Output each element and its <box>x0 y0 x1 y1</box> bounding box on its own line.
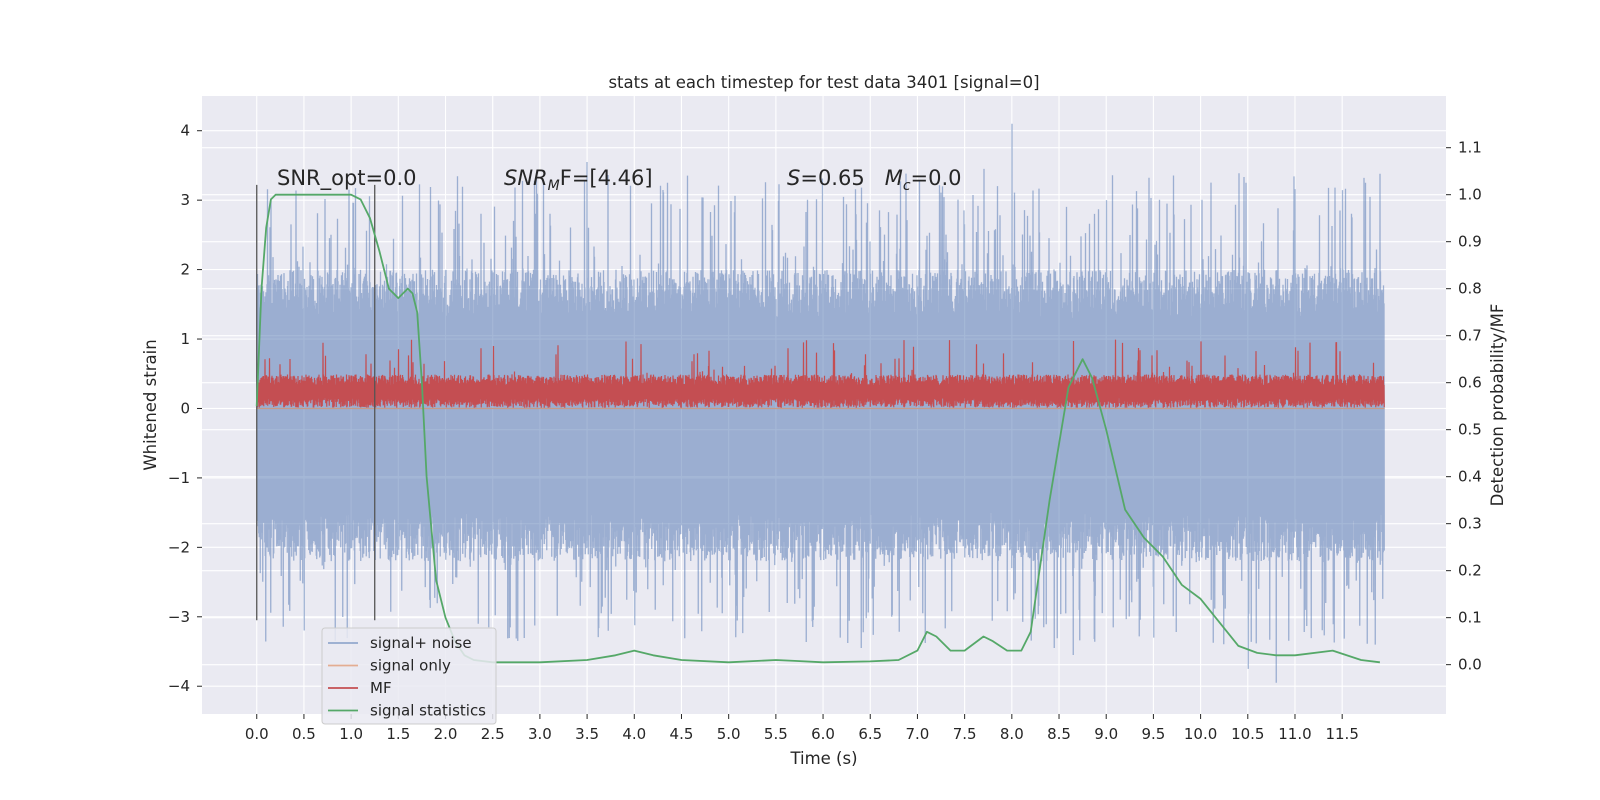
mc-sub: c <box>903 178 911 194</box>
series-line-signal-statistics <box>255 193 1381 664</box>
y-axis-ticks: 4 3 2 1 0 −1 −2 −3 −4 <box>168 122 202 695</box>
x-tick-label: 9.5 <box>1141 725 1165 743</box>
y-tick-label: 4 <box>180 122 190 140</box>
s-value: =0.65 <box>800 166 864 190</box>
y-tick-label: −4 <box>168 677 190 695</box>
x-tick-label: 10.0 <box>1184 725 1217 743</box>
x-tick-label: 2.0 <box>434 725 458 743</box>
annotation-s-mc: S=0.65 Mc=0.0 <box>787 166 962 194</box>
x-tick-label: 11.5 <box>1325 725 1358 743</box>
y2-tick-label: 0.8 <box>1458 280 1482 298</box>
snr-mf-sub: M <box>548 178 560 194</box>
annotation-snr-mf: SNRMF=[4.46] <box>504 166 653 194</box>
x-tick-label: 9.0 <box>1094 725 1118 743</box>
x-tick-label: 1.5 <box>386 725 410 743</box>
x-tick-label: 7.5 <box>953 725 977 743</box>
x-tick-label: 8.0 <box>1000 725 1024 743</box>
x-tick-label: 6.0 <box>811 725 835 743</box>
series-line-mf <box>256 339 1385 408</box>
x-tick-label: 4.5 <box>670 725 694 743</box>
x-tick-label: 7.0 <box>906 725 930 743</box>
y2-axis-label: Detection probability/MF <box>1488 304 1507 507</box>
legend-frame <box>321 627 497 725</box>
y-tick-label: 2 <box>180 261 190 279</box>
legend-entry-label: signal statistics <box>370 702 486 720</box>
x-axis-ticks: 0.0 0.5 1.0 1.5 2.0 2.5 3.0 3.5 4.0 4.5 5.0 5.5 6.0 6… <box>245 714 1359 743</box>
y-tick-label: 0 <box>180 399 190 417</box>
annotation-snr-opt: SNR_opt=0.0 <box>277 166 417 191</box>
snr-mf-tail: F=[4.46] <box>560 166 653 190</box>
x-tick-label: 0.5 <box>292 725 316 743</box>
y2-axis-ticks: 1.1 1.0 0.9 0.8 0.7 0.6 0.5 0.4 0.3 0.2 0.1 0.0 <box>1446 139 1482 674</box>
legend-items: signal+ noise signal only MF signal statist… <box>328 634 486 720</box>
x-tick-label: 3.0 <box>528 725 552 743</box>
y2-tick-label: 0.5 <box>1458 421 1482 439</box>
y2-tick-label: 0.0 <box>1458 656 1482 674</box>
legend-entry-label: signal only <box>370 657 451 675</box>
y-axis-label: Whitened strain <box>141 339 160 470</box>
legend: signal+ noise signal only MF signal statist… <box>321 627 497 725</box>
y2-tick-label: 0.2 <box>1458 562 1482 580</box>
y2-tick-label: 0.1 <box>1458 609 1482 627</box>
y-tick-label: 3 <box>180 191 190 209</box>
legend-entry-label: MF <box>370 679 392 697</box>
x-tick-label: 5.0 <box>717 725 741 743</box>
s-var: S <box>787 166 800 190</box>
y2-tick-label: 0.3 <box>1458 515 1482 533</box>
legend-entry-label: signal+ noise <box>370 634 472 652</box>
x-tick-label: 0.0 <box>245 725 269 743</box>
x-tick-label: 10.5 <box>1231 725 1264 743</box>
y2-tick-label: 0.7 <box>1458 327 1482 345</box>
y2-tick-label: 0.6 <box>1458 374 1482 392</box>
y-tick-label: −3 <box>168 608 190 626</box>
x-tick-label: 6.5 <box>858 725 882 743</box>
y2-tick-label: 0.4 <box>1458 468 1482 486</box>
mc-var: M <box>885 166 903 190</box>
y2-tick-label: 1.0 <box>1458 186 1482 204</box>
mf-series-layer <box>256 339 1385 408</box>
x-tick-label: 5.5 <box>764 725 788 743</box>
y2-tick-label: 1.1 <box>1458 139 1482 157</box>
x-tick-label: 2.5 <box>481 725 505 743</box>
chart-title: stats at each timestep for test data 340… <box>608 73 1039 92</box>
x-tick-label: 1.0 <box>339 725 363 743</box>
y-tick-label: −2 <box>168 538 190 556</box>
statistics-series-layer <box>255 193 1381 664</box>
x-tick-label: 4.0 <box>622 725 646 743</box>
x-axis-label: Time (s) <box>789 749 857 768</box>
x-tick-label: 11.0 <box>1278 725 1311 743</box>
mc-value: =0.0 <box>911 166 962 190</box>
x-tick-label: 3.5 <box>575 725 599 743</box>
snr-mf-main: SNR <box>504 166 548 190</box>
x-tick-label: 8.5 <box>1047 725 1071 743</box>
y-tick-label: −1 <box>168 469 190 487</box>
y2-tick-label: 0.9 <box>1458 233 1482 251</box>
y-tick-label: 1 <box>180 330 190 348</box>
